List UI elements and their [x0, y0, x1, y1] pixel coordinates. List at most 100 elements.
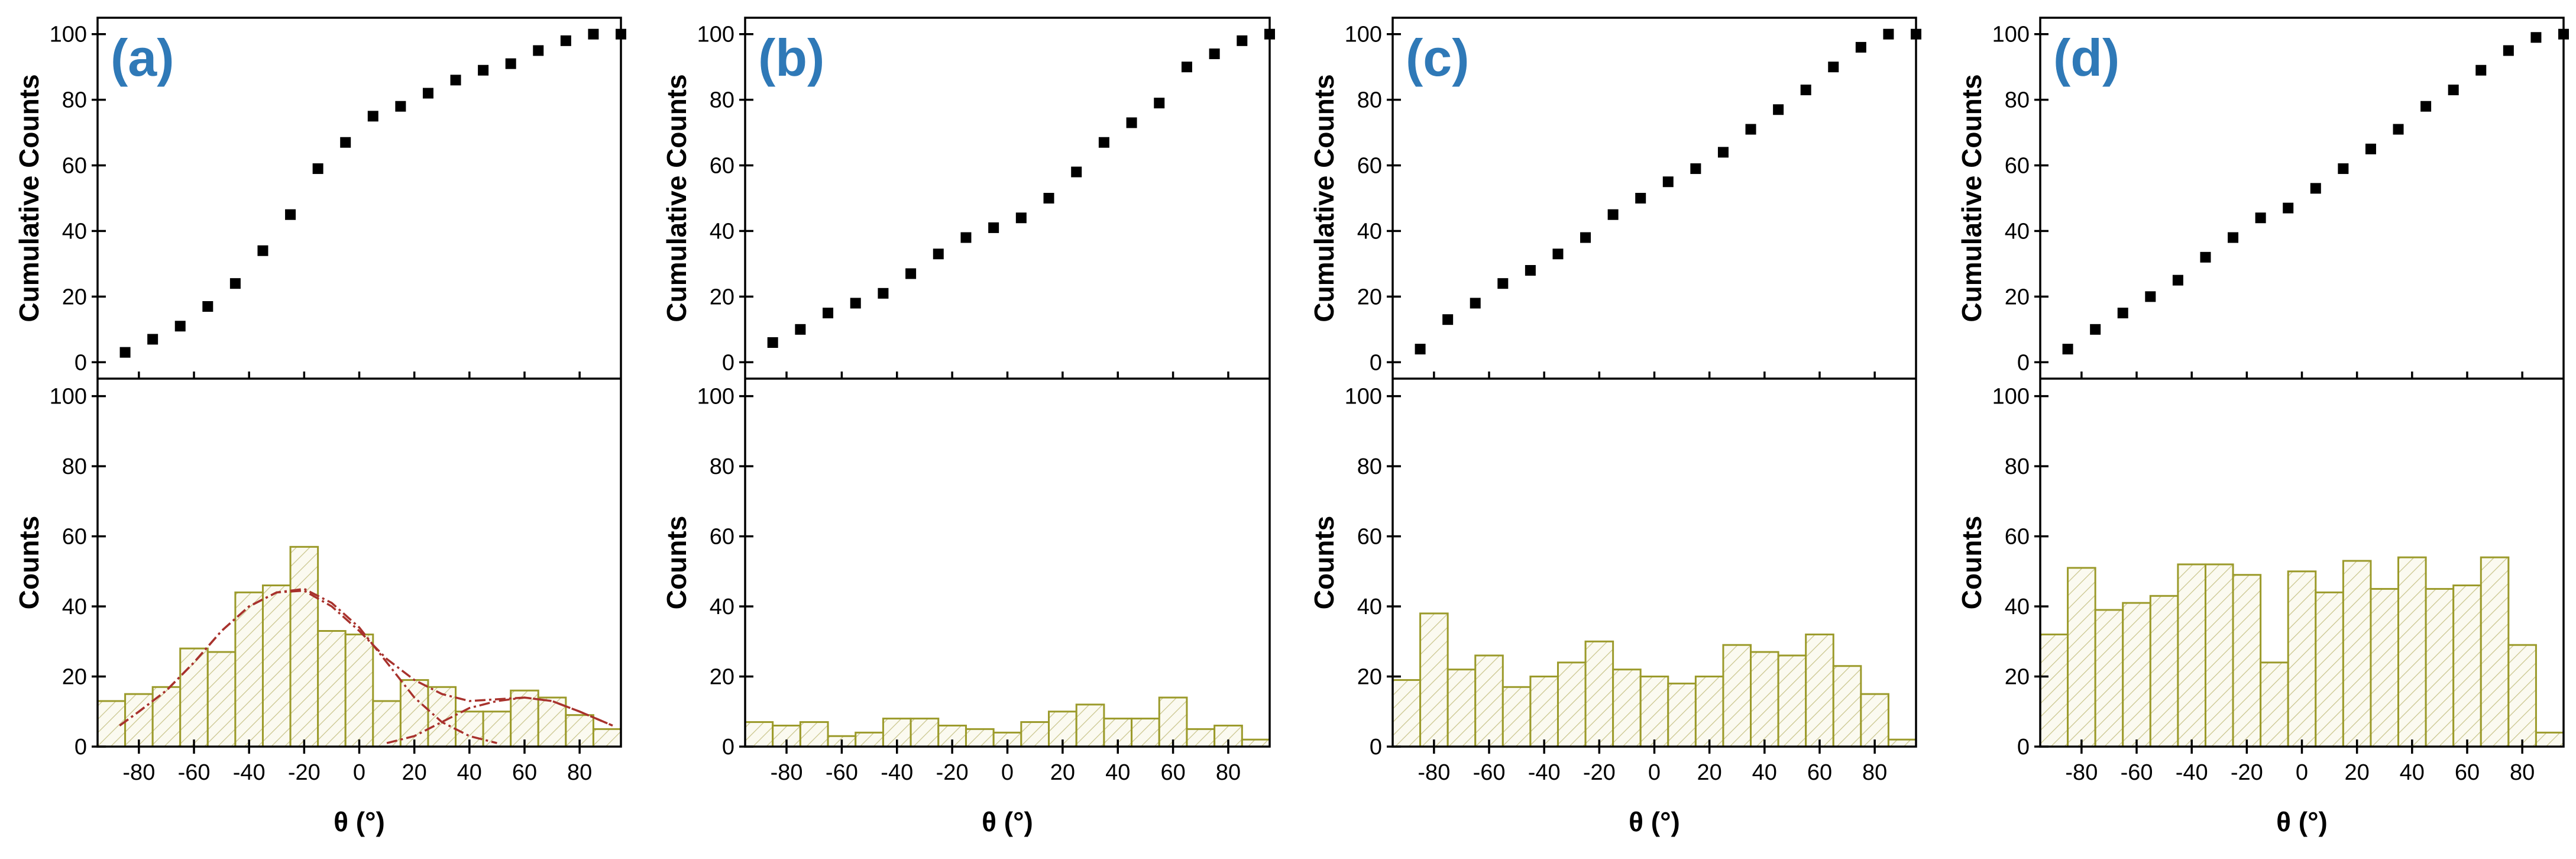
- histogram-bar: [2342, 560, 2372, 748]
- x-tick-label: -40: [2176, 760, 2208, 785]
- cumulative-point: [1745, 124, 1756, 135]
- cumulative-point: [2448, 85, 2459, 95]
- top-y-tick-label: 20: [1357, 285, 1382, 309]
- x-tick-label: 20: [1697, 760, 1722, 785]
- cumulative-point: [1855, 41, 1866, 53]
- histogram-bar: [1887, 738, 1917, 748]
- cumulative-point: [1043, 193, 1054, 204]
- histogram-bar: [2315, 591, 2344, 748]
- histogram-bar: [206, 651, 237, 748]
- histogram-bar: [1777, 654, 1807, 748]
- cumulative-point: [1690, 163, 1701, 175]
- cumulative-point: [1470, 298, 1481, 309]
- bottom-y-tick-label: 40: [1357, 595, 1382, 619]
- bottom-y-axis-label: Counts: [1956, 516, 1987, 609]
- histogram-bars: [744, 696, 1271, 748]
- x-tick-label: -20: [1583, 760, 1616, 785]
- histogram-bar: [2370, 587, 2400, 748]
- histogram-bar: [2232, 574, 2262, 748]
- histogram-bar: [1131, 718, 1160, 748]
- x-tick-label: -80: [2065, 760, 2098, 785]
- x-tick-label: 80: [2510, 760, 2535, 785]
- cumulative-point: [505, 58, 516, 69]
- top-y-tick-label: 40: [1357, 219, 1382, 244]
- x-axis-label: θ (°): [334, 806, 385, 837]
- bottom-y-axis-label: Counts: [661, 516, 692, 609]
- top-y-tick-label: 20: [2005, 285, 2030, 309]
- x-tick-label: -40: [1528, 760, 1561, 785]
- cumulative-point: [1607, 209, 1619, 220]
- histogram-bar: [1584, 640, 1614, 748]
- histogram-bar: [289, 545, 319, 748]
- top-y-tick-label: 80: [62, 88, 87, 113]
- histogram-bar: [2535, 731, 2565, 748]
- bottom-y-tick-label: 60: [62, 525, 87, 550]
- histogram-bar: [965, 728, 995, 748]
- bottom-y-tick-label: 40: [2005, 595, 2030, 619]
- histogram-bar: [1860, 693, 1889, 748]
- cumulative-point: [2338, 163, 2349, 175]
- cumulative-point: [560, 35, 571, 46]
- cumulative-point: [1635, 193, 1646, 204]
- bottom-y-tick-label: 40: [710, 595, 734, 619]
- histogram-bar: [261, 584, 292, 748]
- cumulative-point: [1580, 232, 1591, 243]
- cumulative-point: [1800, 85, 1811, 95]
- cumulative-point: [1237, 35, 1248, 46]
- x-tick-label: -80: [122, 760, 155, 785]
- cumulative-points: [767, 28, 1275, 348]
- cumulative-point: [1773, 104, 1784, 115]
- cumulative-point: [1181, 62, 1192, 73]
- cumulative-point: [2283, 202, 2294, 214]
- cumulative-points: [2062, 28, 2569, 355]
- x-tick-label: 0: [1001, 760, 1014, 785]
- x-tick-label: -80: [1418, 760, 1450, 785]
- histogram-bar: [2480, 556, 2510, 748]
- cumulative-point: [119, 347, 131, 358]
- cumulative-point: [2503, 45, 2514, 56]
- cumulative-point: [823, 308, 834, 319]
- x-tick-label: -20: [2231, 760, 2263, 785]
- cumulative-point: [988, 222, 999, 233]
- histogram-bar: [2149, 595, 2179, 748]
- bottom-y-tick-label: 0: [2017, 735, 2030, 760]
- top-y-tick-label: 60: [710, 154, 734, 179]
- bottom-y-axis-label: Counts: [1309, 516, 1339, 609]
- histogram-bar: [2177, 563, 2206, 748]
- bottom-y-axis-label: Counts: [14, 516, 44, 609]
- top-y-tick-label: 0: [1370, 350, 1382, 375]
- histogram-bar: [1750, 651, 1779, 748]
- histogram-bar: [1667, 682, 1697, 748]
- cumulative-point: [1717, 147, 1729, 158]
- histogram-bar: [1419, 612, 1449, 748]
- cumulative-point: [2117, 308, 2128, 319]
- histogram-bar: [2260, 661, 2289, 748]
- cumulative-point: [2172, 275, 2183, 286]
- histogram-bar: [855, 731, 884, 748]
- bottom-y-tick-label: 60: [1357, 525, 1382, 550]
- cumulative-point: [395, 101, 406, 112]
- x-tick-label: 80: [1216, 760, 1241, 785]
- x-axis-label: θ (°): [982, 806, 1033, 837]
- histogram-bar: [1694, 676, 1724, 748]
- top-y-axis-label: Cumulative Counts: [1309, 74, 1339, 322]
- bottom-y-tick-label: 100: [697, 385, 734, 409]
- histogram-bar: [2397, 556, 2427, 748]
- top-y-tick-label: 100: [50, 22, 87, 47]
- histogram-bar: [2094, 609, 2124, 748]
- histogram-bar: [799, 721, 829, 748]
- top-y-tick-label: 0: [75, 350, 87, 375]
- histogram-bars: [1391, 612, 1917, 748]
- cumulative-point: [202, 301, 213, 312]
- histogram-bar: [1612, 669, 1642, 748]
- bottom-y-tick-label: 20: [1357, 665, 1382, 690]
- x-tick-label: -60: [1473, 760, 1506, 785]
- histogram-bar: [1186, 728, 1216, 748]
- histogram-bar: [1446, 669, 1477, 748]
- bottom-y-tick-label: 60: [2005, 525, 2030, 550]
- cumulative-point: [422, 88, 433, 99]
- x-tick-label: 80: [1862, 760, 1887, 785]
- top-y-tick-label: 80: [710, 88, 734, 113]
- bottom-y-tick-label: 80: [710, 454, 734, 479]
- top-y-tick-label: 80: [1357, 88, 1382, 113]
